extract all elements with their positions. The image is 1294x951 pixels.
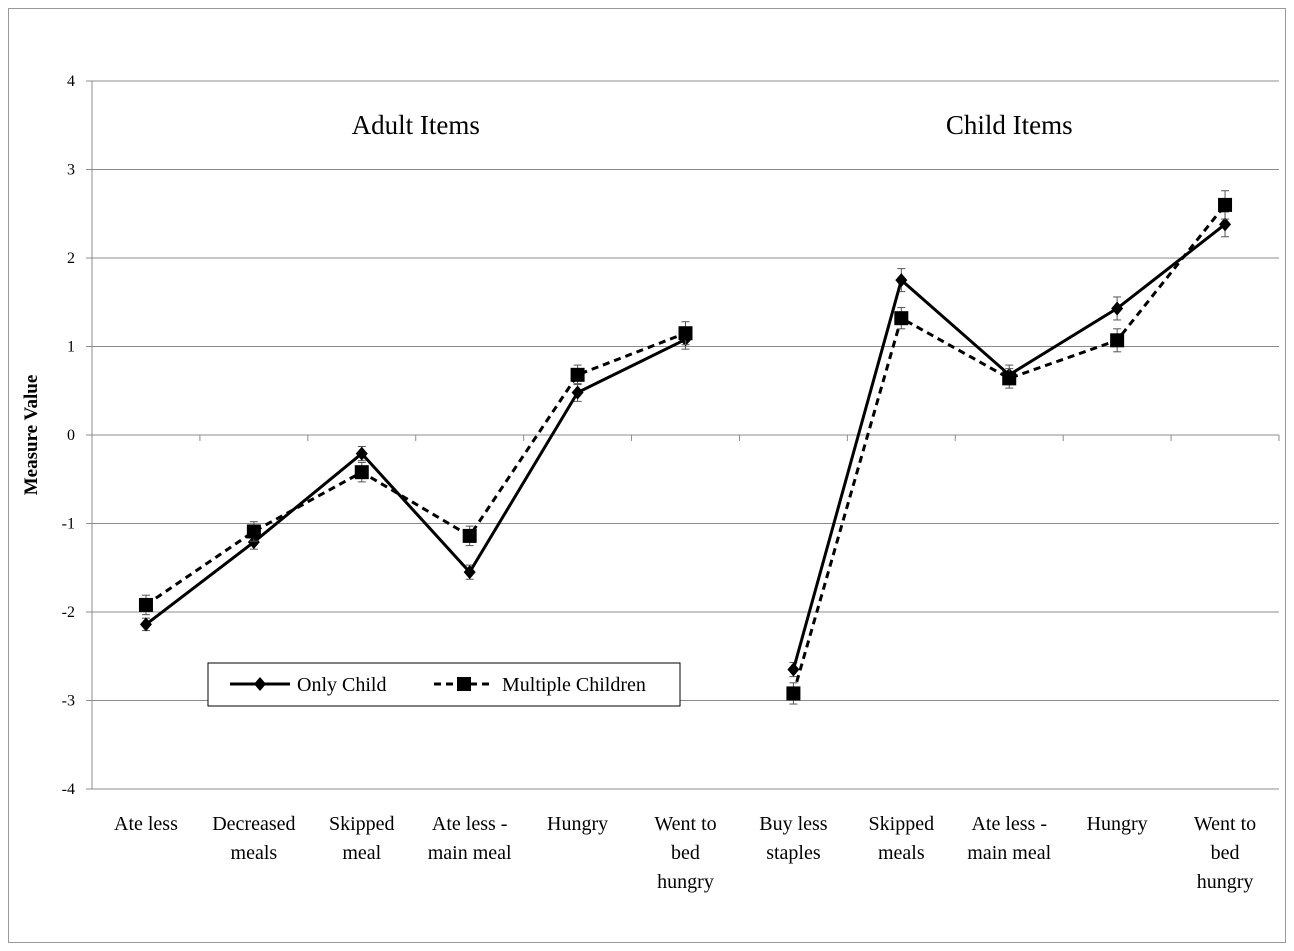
data-point-multiple-children [1110,333,1125,348]
data-point-multiple-children [786,686,801,701]
category-label: Buy less [759,813,828,835]
category-label: Ate less - [432,813,508,835]
series-line-multiple-children [791,203,1227,694]
category-label: Ate less [114,813,178,835]
y-tick-label: -3 [62,693,75,710]
legend-marker-multiple-children [457,677,471,691]
y-tick-label: -2 [62,604,75,621]
series-line-multiple-children [145,331,687,607]
y-tick-label: 4 [67,73,75,90]
group-label: Adult Items [352,110,480,140]
data-point-multiple-children [1218,197,1233,212]
data-point-only-child [1219,217,1232,232]
category-label: bed [1211,842,1240,864]
y-tick-label: 3 [67,162,75,179]
category-label: Hungry [547,813,608,835]
data-point-only-child [139,617,152,632]
category-label: Skipped [869,813,935,835]
category-label: Skipped [329,813,395,835]
data-point-only-child [787,662,800,677]
legend-marker-only-child [254,677,266,691]
category-label: Hungry [1087,813,1148,835]
data-point-only-child [895,273,908,288]
data-point-multiple-children [354,465,369,480]
y-tick-label: 2 [67,250,75,267]
category-label: Ate less - [971,813,1047,835]
category-label: meals [231,842,278,864]
category-label: meal [342,842,381,864]
category-label: hungry [1197,871,1254,893]
group-label: Child Items [946,110,1073,140]
y-axis-title: Measure Value [21,375,42,496]
data-point-multiple-children [1002,371,1017,386]
category-label: bed [671,842,700,864]
category-label: main meal [967,842,1051,864]
series-line-only-child [791,223,1226,670]
data-point-only-child [1111,301,1124,316]
series-line-only-child [145,338,687,626]
category-label: hungry [657,871,714,893]
data-point-multiple-children [462,528,477,543]
data-point-only-child [247,535,260,550]
data-point-multiple-children [678,326,693,341]
category-label: staples [766,842,821,864]
data-point-multiple-children [570,367,585,382]
data-point-multiple-children [894,311,909,326]
category-label: meals [878,842,925,864]
y-tick-label: -1 [62,516,75,533]
y-tick-label: 1 [67,339,75,356]
data-point-multiple-children [138,597,153,612]
data-point-only-child [571,385,584,400]
data-point-only-child [463,565,476,580]
legend-label-multiple-children: Multiple Children [502,674,646,696]
category-label: Went to [1194,813,1256,835]
y-tick-label: 0 [67,427,75,444]
category-label: Decreased [212,813,295,835]
data-point-multiple-children [246,524,261,539]
category-label: main meal [428,842,512,864]
y-tick-label: -4 [62,781,75,798]
legend-label-only-child: Only Child [297,674,386,696]
chart-frame [8,8,1286,943]
category-label: Went to [654,813,716,835]
data-point-only-child [355,446,368,461]
